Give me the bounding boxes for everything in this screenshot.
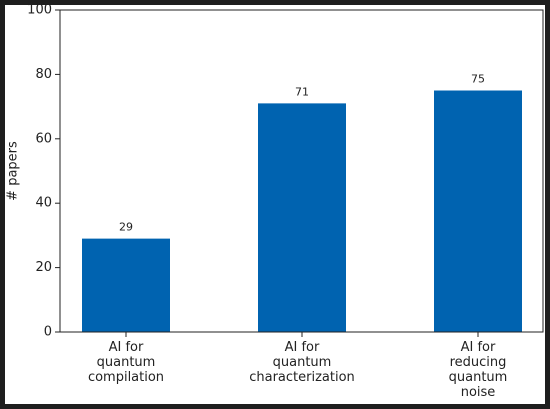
plot-frame: [59, 9, 544, 333]
y-axis-label: # papers: [6, 141, 21, 201]
y-tick-label: 0: [44, 325, 52, 340]
x-tick-label: AI for quantum compilation: [87, 340, 165, 385]
value-label: 29: [119, 221, 133, 234]
y-tick-label: 100: [27, 5, 52, 18]
value-label: 75: [471, 73, 485, 86]
value-label: 71: [295, 85, 309, 98]
bar: [82, 238, 170, 332]
x-tick-label: AI for quantum characterization: [249, 340, 355, 385]
y-tick-label: 80: [35, 67, 52, 82]
y-tick-label: 60: [35, 131, 52, 146]
x-tick-label: AI for reducing quantum noise: [448, 340, 508, 400]
chart-frame: # papers 0 20 40 60 80 100 29 71 75 AI for quant…: [5, 5, 545, 404]
y-tick-label: 40: [35, 196, 52, 211]
chart: # papers 0 20 40 60 80 100 29 71 75: [6, 5, 544, 340]
bar: [258, 103, 346, 332]
y-tick-label: 20: [35, 260, 52, 275]
bar: [434, 90, 522, 332]
